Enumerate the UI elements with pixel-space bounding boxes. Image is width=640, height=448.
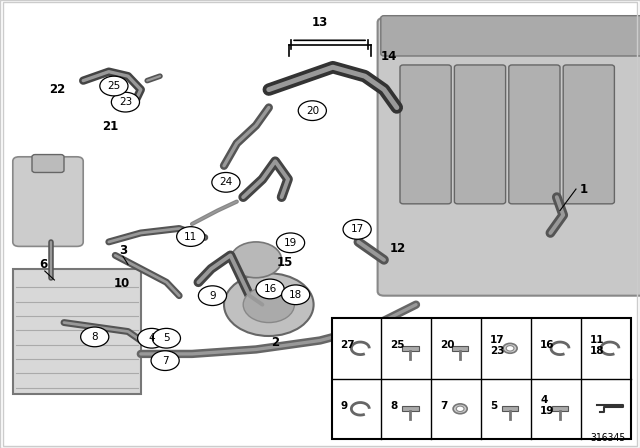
Text: 17
23: 17 23 [490, 335, 505, 356]
Circle shape [151, 351, 179, 370]
Text: 16: 16 [540, 340, 555, 350]
FancyBboxPatch shape [381, 16, 640, 56]
Text: 23: 23 [119, 97, 132, 107]
Text: 16: 16 [264, 284, 276, 294]
Circle shape [177, 227, 205, 246]
Circle shape [282, 285, 310, 305]
FancyBboxPatch shape [509, 65, 560, 204]
Text: 8: 8 [92, 332, 98, 342]
Circle shape [506, 345, 514, 351]
Circle shape [212, 172, 240, 192]
Circle shape [81, 327, 109, 347]
Text: 25: 25 [108, 81, 120, 91]
Text: 20: 20 [440, 340, 455, 350]
FancyBboxPatch shape [452, 346, 468, 351]
Text: 5: 5 [163, 333, 170, 343]
Text: 1: 1 [580, 182, 588, 196]
Text: 12: 12 [390, 242, 406, 255]
Circle shape [224, 273, 314, 336]
Text: 5: 5 [490, 401, 497, 411]
Text: 4: 4 [148, 333, 155, 343]
Text: 21: 21 [102, 120, 118, 133]
Circle shape [276, 233, 305, 253]
Circle shape [152, 328, 180, 348]
FancyBboxPatch shape [402, 346, 419, 351]
Text: 9: 9 [209, 291, 216, 301]
Circle shape [243, 287, 294, 323]
Text: 18: 18 [289, 290, 302, 300]
FancyBboxPatch shape [378, 18, 640, 296]
Text: 15: 15 [276, 255, 293, 269]
Text: 20: 20 [306, 106, 319, 116]
Circle shape [138, 328, 166, 348]
Text: 3: 3 [119, 244, 127, 258]
Text: 2: 2 [271, 336, 279, 349]
Text: 10: 10 [113, 276, 130, 290]
FancyBboxPatch shape [552, 406, 568, 411]
Text: 7: 7 [440, 401, 448, 411]
Text: 22: 22 [49, 83, 66, 96]
FancyBboxPatch shape [502, 406, 518, 411]
Text: 24: 24 [220, 177, 232, 187]
FancyBboxPatch shape [402, 406, 419, 411]
Text: 9: 9 [340, 401, 348, 411]
Circle shape [298, 101, 326, 121]
Circle shape [453, 404, 467, 414]
Circle shape [198, 286, 227, 306]
Circle shape [230, 242, 282, 278]
Text: 8: 8 [390, 401, 397, 411]
Circle shape [256, 279, 284, 299]
Circle shape [456, 406, 464, 412]
Circle shape [111, 92, 140, 112]
Text: 14: 14 [381, 49, 397, 63]
FancyBboxPatch shape [13, 157, 83, 246]
Circle shape [343, 220, 371, 239]
Circle shape [100, 76, 128, 96]
Text: 25: 25 [390, 340, 405, 350]
FancyBboxPatch shape [563, 65, 614, 204]
FancyBboxPatch shape [13, 269, 141, 394]
Text: 6: 6 [39, 258, 47, 271]
Text: 17: 17 [351, 224, 364, 234]
Text: 13: 13 [312, 16, 328, 29]
FancyBboxPatch shape [332, 318, 631, 439]
Text: 4
19: 4 19 [540, 396, 555, 416]
Text: 27: 27 [340, 340, 355, 350]
FancyBboxPatch shape [400, 65, 451, 204]
Text: 7: 7 [162, 356, 168, 366]
FancyBboxPatch shape [32, 155, 64, 172]
Text: 316345: 316345 [591, 433, 626, 443]
Text: 19: 19 [284, 238, 297, 248]
FancyBboxPatch shape [454, 65, 506, 204]
Circle shape [503, 343, 517, 353]
Text: 11: 11 [184, 232, 197, 241]
Text: 11
18: 11 18 [590, 335, 605, 356]
